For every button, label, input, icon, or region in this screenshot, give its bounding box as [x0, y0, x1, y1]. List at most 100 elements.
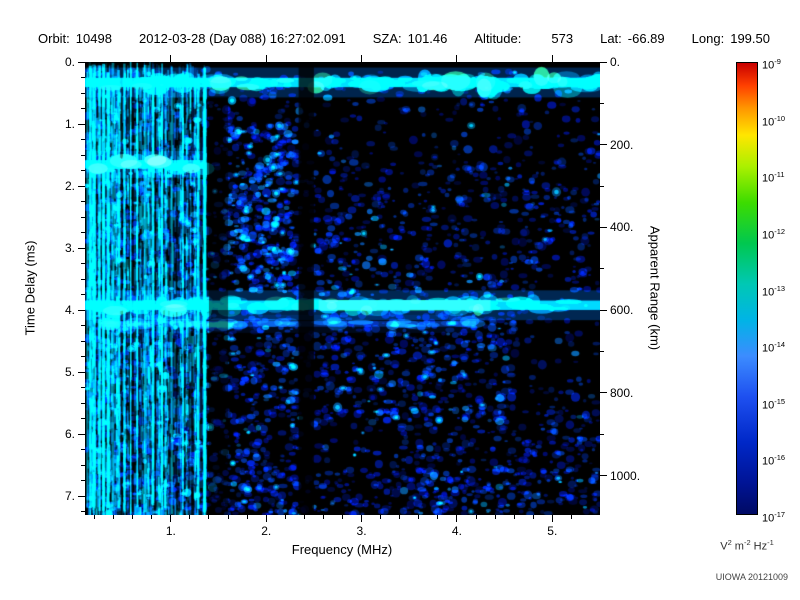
- header-item: Long: 199.50: [692, 31, 770, 46]
- y-left-tick-label: 2.: [64, 179, 75, 194]
- x-minor-tick: [246, 515, 248, 519]
- x-minor-tick: [94, 515, 96, 519]
- y-left-major-tick: [78, 61, 85, 63]
- header-item-label: Altitude:: [474, 31, 522, 46]
- y-left-major-tick: [78, 123, 85, 125]
- x-major-tick-top: [551, 55, 553, 62]
- y-right-major-tick: [600, 475, 607, 477]
- colorbar-tick-label: 10-15: [762, 396, 786, 412]
- y-left-tick-label: 1.: [64, 117, 75, 132]
- x-minor-tick: [418, 515, 420, 519]
- header-item-label: Lat:: [600, 31, 622, 46]
- x-minor-tick: [189, 515, 191, 519]
- x-minor-tick: [570, 515, 572, 519]
- colorbar-tick-label: 10-10: [762, 113, 786, 129]
- y-left-major-tick: [78, 309, 85, 311]
- y-right-minor-tick: [600, 185, 604, 187]
- header-item: Orbit: 10498: [38, 31, 112, 46]
- y-axis-label-left: Time Delay (ms): [22, 240, 38, 336]
- y-left-major-tick: [78, 495, 85, 497]
- y-left-tick-label: 0.: [64, 55, 75, 69]
- y-right-major-tick: [600, 61, 607, 63]
- header-item-value: 101.46: [407, 31, 448, 46]
- y-axis-label-right: Apparent Range (km): [647, 225, 663, 351]
- y-left-major-tick: [78, 371, 85, 373]
- y-right-tick-label: 0.: [610, 55, 621, 69]
- y-left-tick-label: 7.: [64, 489, 75, 504]
- x-minor-tick: [532, 515, 534, 519]
- header-item: Lat: -66.89: [600, 31, 665, 46]
- x-tick-label: 2.: [261, 524, 272, 538]
- x-major-tick-top: [456, 55, 458, 62]
- colorbar-tick-label: 10-17: [762, 510, 786, 525]
- colorbar: [736, 62, 758, 515]
- header-item: Altitude: 573: [474, 31, 573, 46]
- y-right-minor-tick: [600, 351, 604, 353]
- x-minor-tick: [513, 515, 515, 519]
- x-minor-tick: [342, 515, 343, 519]
- colorbar-tick-label: 10-13: [762, 283, 786, 299]
- x-minor-tick: [322, 515, 324, 519]
- x-minor-tick: [494, 515, 496, 519]
- y-right-major-tick: [600, 309, 607, 311]
- y-right-major-tick: [600, 392, 607, 394]
- y-right-minor-tick: [600, 268, 604, 270]
- header-item-value: 199.50: [730, 31, 770, 46]
- x-major-tick: [456, 515, 458, 522]
- y-right-minor-tick: [600, 433, 604, 435]
- x-axis-label: Frequency (MHz): [291, 542, 393, 557]
- colorbar-tick-label: 10-16: [762, 453, 786, 469]
- x-major-tick: [361, 515, 363, 522]
- header-item-label: Long:: [691, 31, 725, 46]
- x-tick-label: 3.: [356, 524, 367, 538]
- x-major-tick-top: [361, 55, 363, 62]
- y-right-tick-label: 1000.: [610, 468, 641, 483]
- y-left-major-tick: [78, 433, 85, 435]
- x-minor-tick: [151, 515, 153, 519]
- x-minor-tick: [399, 515, 401, 519]
- credit-text: UIOWA 20121009: [715, 572, 788, 582]
- y-left-major-tick: [78, 247, 85, 249]
- x-minor-tick: [475, 515, 477, 519]
- header-item-value: -66.89: [627, 31, 665, 46]
- header-item-value: 10498: [75, 31, 112, 46]
- y-right-major-tick: [600, 226, 607, 228]
- header-item: SZA: 101.46: [373, 31, 448, 46]
- y-right-tick-label: 800.: [610, 385, 634, 400]
- colorbar-tick-label: 10-12: [762, 226, 786, 242]
- y-right-tick-label: 200.: [610, 137, 634, 152]
- x-major-tick-top: [265, 55, 267, 62]
- x-minor-tick: [132, 515, 134, 519]
- x-minor-tick: [437, 515, 439, 519]
- x-minor-tick: [208, 515, 210, 519]
- x-major-tick-top: [170, 55, 172, 62]
- x-tick-label: 5.: [547, 524, 558, 538]
- header-item-label: Orbit:: [38, 31, 70, 46]
- x-tick-label: 4.: [451, 524, 462, 538]
- y-left-tick-label: 3.: [64, 241, 75, 256]
- header-item-value: 573: [551, 31, 574, 46]
- x-minor-tick: [303, 515, 305, 519]
- y-left-tick-label: 5.: [64, 365, 75, 380]
- x-minor-tick: [227, 515, 229, 519]
- y-right-major-tick: [600, 144, 607, 146]
- y-left-tick-label: 6.: [64, 427, 75, 442]
- header-item: 2012-03-28 (Day 088) 16:27:02.091: [139, 31, 346, 46]
- spectrogram-canvas: [85, 62, 600, 515]
- y-right-minor-tick: [600, 102, 604, 104]
- x-major-tick: [265, 515, 267, 522]
- x-minor-tick: [380, 515, 382, 519]
- header-item-value: 2012-03-28 (Day 088) 16:27:02.091: [138, 31, 346, 46]
- y-left-tick-label: 4.: [64, 303, 75, 318]
- header-item-label: SZA:: [372, 31, 402, 46]
- header-info: Orbit: 10498 2012-03-28 (Day 088) 16:27:02…: [38, 31, 770, 46]
- colorbar-tick-label: 10-9: [762, 57, 781, 72]
- x-minor-tick: [284, 515, 286, 519]
- x-minor-tick: [113, 515, 115, 519]
- colorbar-tick-label: 10-14: [762, 340, 786, 355]
- y-left-major-tick: [78, 185, 85, 187]
- colorbar-unit-label: V2 m-2 Hz-1: [720, 538, 774, 553]
- x-major-tick: [170, 515, 172, 522]
- colorbar-tick-label: 10-11: [762, 170, 785, 185]
